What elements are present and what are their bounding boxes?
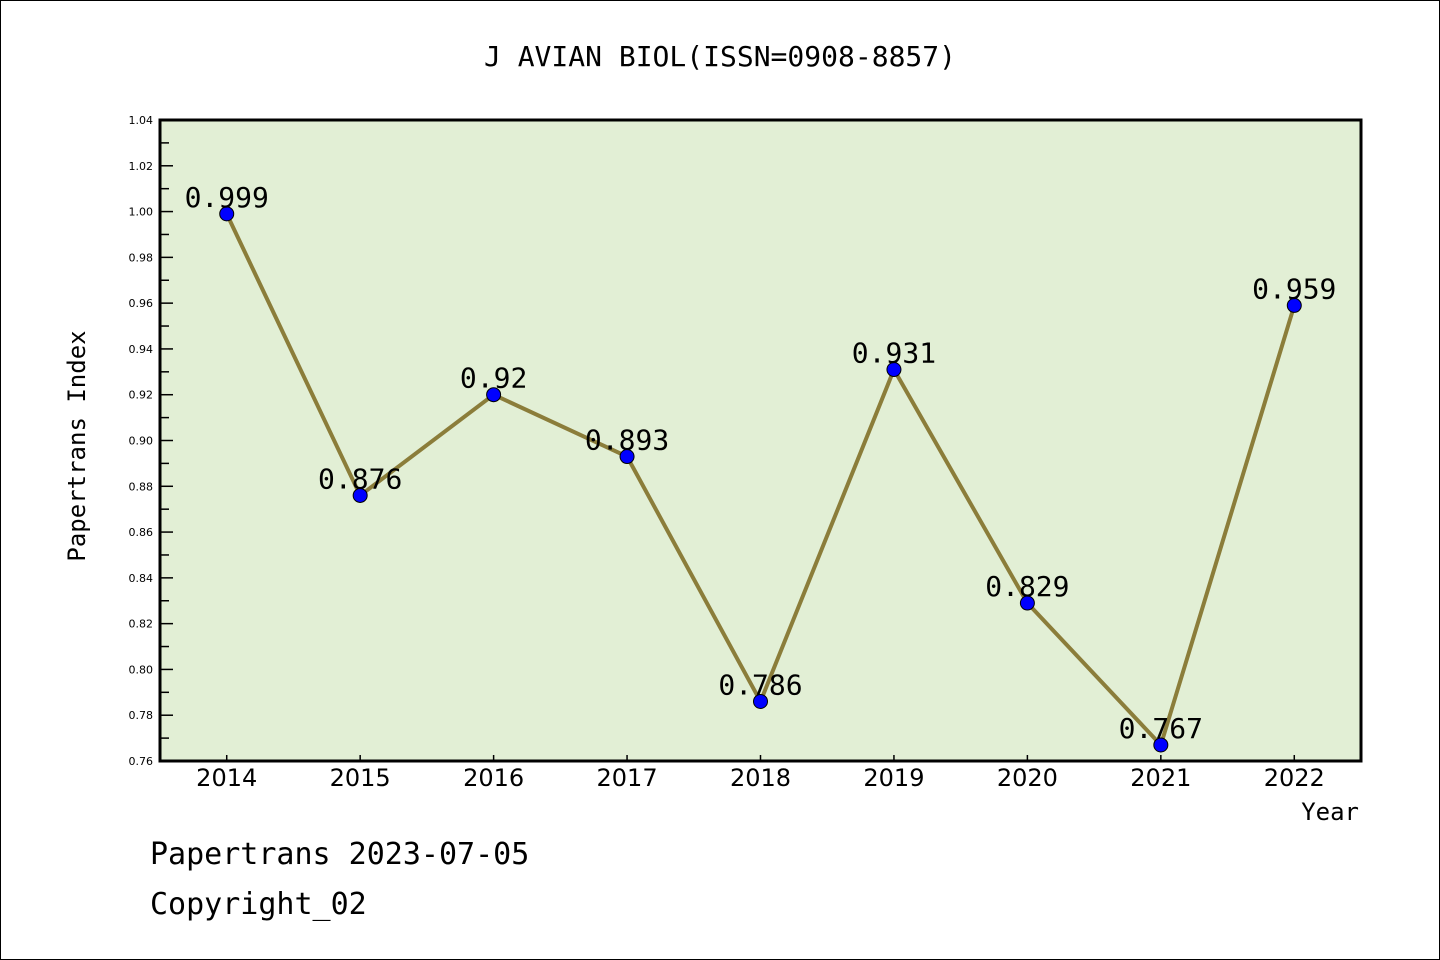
y-tick-label: 0.90 <box>129 435 154 448</box>
data-point <box>1286 297 1302 313</box>
x-tick-label: 2021 <box>1130 764 1191 792</box>
chart-title: J AVIAN BIOL(ISSN=0908-8857) <box>484 40 956 73</box>
plot-border <box>158 118 1363 763</box>
data-label: 0.999 <box>185 181 269 214</box>
y-tick-label: 1.04 <box>129 114 154 127</box>
y-tick-label: 0.82 <box>129 618 154 631</box>
x-tick-label: 2015 <box>330 764 391 792</box>
data-point <box>219 206 235 222</box>
y-tick-label: 0.84 <box>129 572 154 585</box>
y-tick-label: 0.76 <box>129 755 154 768</box>
y-tick-label: 0.80 <box>129 663 154 676</box>
y-tick-label: 0.98 <box>129 251 154 264</box>
y-axis-label: Papertrans Index <box>63 330 91 561</box>
x-tick-label: 2016 <box>463 764 524 792</box>
data-label: 0.829 <box>985 570 1069 603</box>
x-tick-label: 2020 <box>997 764 1058 792</box>
y-tick-label: 0.92 <box>129 389 154 402</box>
x-tick-label: 2017 <box>597 764 658 792</box>
x-axis-label: Year <box>1301 798 1359 826</box>
data-point <box>1153 737 1169 753</box>
data-label: 0.92 <box>460 362 527 395</box>
data-label: 0.786 <box>718 668 802 701</box>
data-point <box>1019 595 1035 611</box>
footer-copyright: Copyright_02 <box>150 887 367 922</box>
x-tick-label: 2022 <box>1264 764 1325 792</box>
data-point <box>352 487 368 503</box>
x-tick-label: 2014 <box>196 764 257 792</box>
data-label: 0.876 <box>318 462 402 495</box>
data-point <box>886 362 902 378</box>
data-point <box>753 693 768 709</box>
y-tick-label: 0.88 <box>129 480 154 493</box>
x-tick-label: 2018 <box>730 764 791 792</box>
y-tick-label: 0.96 <box>129 297 154 310</box>
y-tick-label: 0.78 <box>129 709 154 722</box>
footer-date: Papertrans 2023-07-05 <box>150 837 529 872</box>
y-tick-label: 0.94 <box>129 343 154 356</box>
data-label: 0.767 <box>1119 712 1203 745</box>
y-tick-label: 1.02 <box>129 160 154 173</box>
data-point <box>486 387 502 403</box>
y-tick-label: 0.86 <box>129 526 154 539</box>
x-tick-label: 2019 <box>863 764 924 792</box>
data-label: 0.959 <box>1252 272 1336 305</box>
data-label: 0.893 <box>585 424 669 457</box>
data-point <box>619 449 635 465</box>
y-tick-label: 1.00 <box>129 206 154 219</box>
data-label: 0.931 <box>852 337 936 370</box>
plot-area <box>160 120 1361 761</box>
